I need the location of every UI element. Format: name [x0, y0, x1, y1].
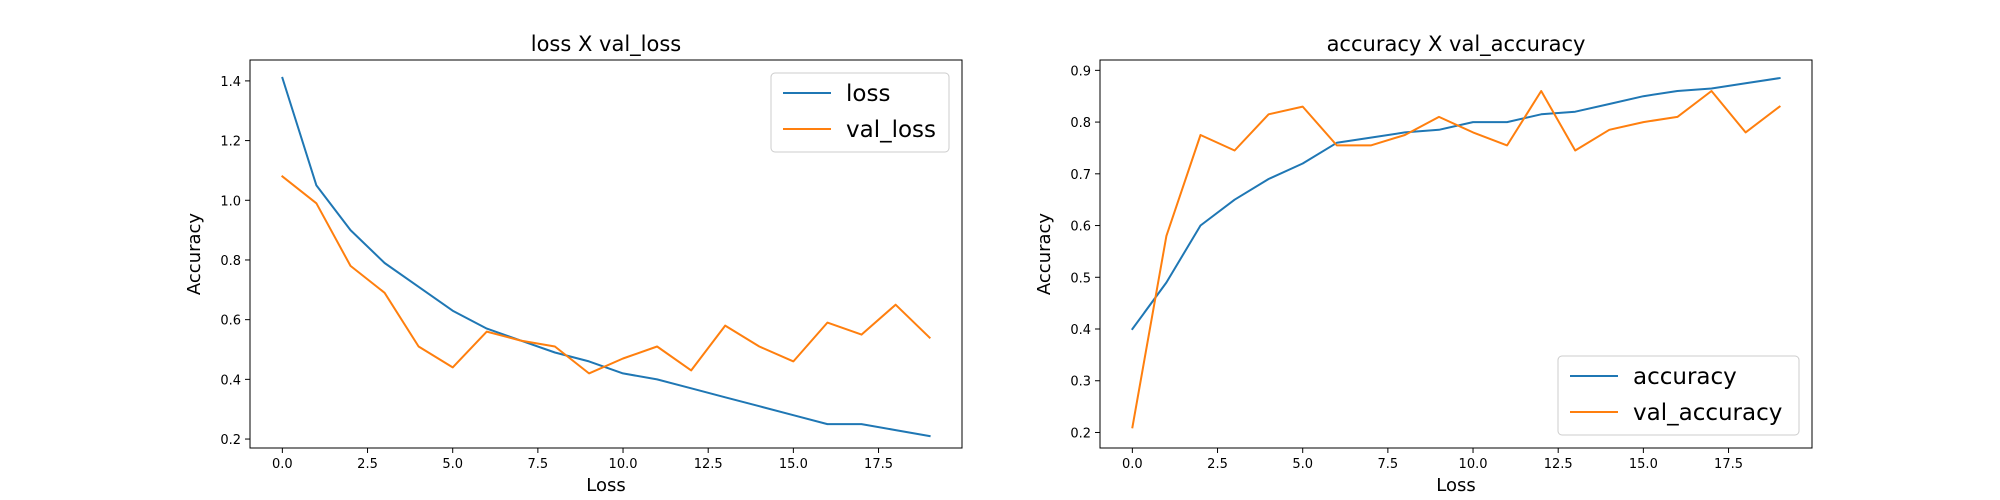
y-tick-label: 0.8: [220, 254, 241, 269]
series-line-accuracy: [1131, 76, 1781, 331]
legend: accuracy val_accuracy: [1557, 355, 1800, 436]
y-tick-label: 0.4: [1070, 323, 1091, 338]
x-tick-label: 10.0: [609, 457, 638, 472]
x-tick-label: 15.0: [779, 457, 808, 472]
x-tick-label: 15.0: [1629, 457, 1658, 472]
y-tick-label: 0.4: [220, 373, 241, 388]
plot-frame: [249, 59, 963, 449]
x-tick-label: 2.5: [1207, 457, 1228, 472]
series-line-val_accuracy: [1131, 90, 1782, 429]
y-axis-label: Accuracy: [1034, 213, 1055, 296]
y-tick-label: 0.3: [1070, 375, 1091, 390]
y-tick-label: 0.6: [220, 314, 241, 329]
plot-frame: [1099, 59, 1813, 449]
chart-title: accuracy X val_accuracy: [1327, 32, 1586, 57]
x-tick-label: 12.5: [694, 457, 723, 472]
y-tick-label: 0.5: [1070, 271, 1091, 286]
x-axis-label: Loss: [586, 475, 625, 496]
y-tick-label: 0.2: [1070, 426, 1091, 441]
x-tick-label: 17.5: [864, 457, 893, 472]
series-line-loss: [281, 76, 931, 438]
y-tick-label: 0.7: [1070, 168, 1091, 183]
x-tick-label: 2.5: [357, 457, 378, 472]
y-tick-label: 0.2: [220, 433, 241, 448]
x-axis-label: Loss: [1436, 475, 1475, 496]
x-tick-label: 17.5: [1714, 457, 1743, 472]
series-line-val_loss: [280, 174, 932, 375]
x-tick-label: 5.0: [442, 457, 463, 472]
chart-1: loss X val_loss 0.0 2.5 5.0 7.5 10.0 12.5 15.0 1…: [184, 32, 963, 496]
x-tick-label: 0.0: [1122, 457, 1143, 472]
legend-label: val_loss: [846, 117, 936, 143]
legend-label: val_accuracy: [1633, 400, 1782, 426]
x-tick-label: 5.0: [1292, 457, 1313, 472]
chart-2: accuracy X val_accuracy 0.0 2.5 5.0 7.5 10.0 1…: [1034, 32, 1813, 496]
y-tick-label: 0.6: [1070, 220, 1091, 235]
x-tick-label: 12.5: [1544, 457, 1573, 472]
legend-label: loss: [846, 81, 890, 107]
y-tick-label: 0.9: [1070, 64, 1091, 79]
y-tick-label: 1.4: [220, 75, 241, 90]
y-tick-label: 0.8: [1070, 116, 1091, 131]
legend: loss val_loss: [770, 72, 950, 153]
x-tick-label: 7.5: [1378, 457, 1399, 472]
x-tick-label: 0.0: [272, 457, 293, 472]
x-tick-label: 10.0: [1459, 457, 1488, 472]
chart-title: loss X val_loss: [531, 32, 682, 57]
legend-box: [1557, 355, 1800, 436]
y-axis-label: Accuracy: [184, 213, 205, 296]
y-tick-label: 1.2: [220, 135, 241, 150]
x-tick-label: 7.5: [528, 457, 549, 472]
legend-label: accuracy: [1633, 364, 1737, 390]
y-tick-label: 1.0: [220, 194, 241, 209]
